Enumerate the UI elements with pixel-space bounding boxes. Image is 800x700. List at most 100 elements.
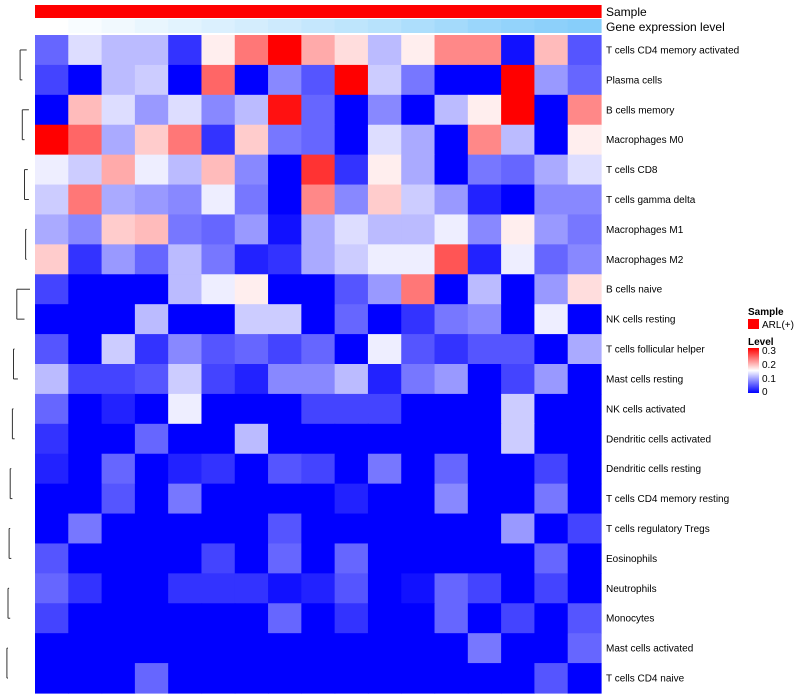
heatmap-cell — [301, 453, 336, 485]
gene-expression-annotation-cell — [401, 19, 436, 33]
heatmap-cell — [434, 573, 469, 604]
heatmap-cell — [501, 663, 536, 694]
heatmap-cell — [35, 35, 69, 66]
heatmap-cell — [234, 364, 269, 395]
heatmap-cell — [35, 543, 69, 574]
heatmap-cell — [134, 184, 169, 216]
gene-expression-annotation-cell — [534, 19, 569, 33]
heatmap-cell — [334, 124, 369, 156]
heatmap-cell — [434, 304, 469, 335]
heatmap-cell — [168, 513, 203, 545]
heatmap-cell — [234, 603, 269, 634]
heatmap-cell — [301, 35, 336, 66]
sample-annotation-label: Sample — [606, 5, 647, 19]
sample-annotation-cell — [334, 5, 369, 18]
heatmap-cell — [68, 423, 103, 455]
sample-annotation-cell — [567, 5, 602, 18]
heatmap-cell — [534, 274, 569, 305]
heatmap-cell — [401, 483, 436, 515]
heatmap-cell — [401, 124, 436, 156]
heatmap-cell — [101, 573, 136, 604]
heatmap-cell — [367, 214, 402, 245]
row-label: Macrophages M0 — [606, 135, 684, 146]
heatmap-cell — [567, 543, 602, 574]
row-label: T cells regulatory Tregs — [606, 524, 710, 535]
heatmap-cell — [467, 334, 502, 365]
legend-sample-swatch — [748, 319, 759, 329]
heatmap-cell — [501, 214, 536, 245]
heatmap-cell — [268, 573, 302, 604]
heatmap-cell — [567, 663, 602, 694]
sample-annotation-cell — [301, 5, 336, 18]
heatmap-cell — [401, 423, 436, 455]
heatmap-cell — [201, 453, 236, 485]
heatmap-cell — [268, 603, 302, 634]
heatmap-cell — [101, 94, 136, 126]
heatmap-cell — [201, 603, 236, 634]
heatmap-cell — [168, 334, 203, 365]
heatmap-cell — [501, 423, 536, 455]
heatmap-cell — [501, 393, 536, 425]
heatmap-cell — [268, 393, 302, 425]
heatmap-cell — [268, 304, 302, 335]
heatmap-cell — [534, 94, 569, 126]
gene-expression-annotation-cell — [501, 19, 536, 33]
heatmap-cell — [201, 543, 236, 574]
heatmap-cell — [101, 154, 136, 186]
heatmap-cell — [534, 124, 569, 156]
heatmap-cell — [467, 274, 502, 305]
gene-expression-annotation-cell — [367, 19, 402, 33]
heatmap-cell — [168, 633, 203, 664]
heatmap-cell — [567, 423, 602, 455]
heatmap-cell — [35, 603, 69, 634]
heatmap-cell — [268, 364, 302, 395]
heatmap-cell — [101, 184, 136, 216]
heatmap-cell — [134, 274, 169, 305]
heatmap-cell — [401, 513, 436, 545]
heatmap-cell — [434, 453, 469, 485]
row-label: Dendritic cells activated — [606, 434, 711, 445]
sample-annotation-cell — [501, 5, 536, 18]
legend-level-tick: 0 — [762, 387, 768, 398]
heatmap-cell — [334, 364, 369, 395]
heatmap-cell — [101, 334, 136, 365]
heatmap-cell — [501, 513, 536, 545]
heatmap-cell — [234, 633, 269, 664]
heatmap-cell — [68, 274, 103, 305]
gene-expression-annotation-cell — [567, 19, 602, 33]
gene-expression-annotation-cell — [168, 19, 203, 33]
heatmap-cell — [234, 64, 269, 96]
heatmap-cell — [434, 154, 469, 186]
heatmap-cell — [35, 184, 69, 216]
heatmap-cell — [35, 633, 69, 664]
heatmap-cell — [234, 184, 269, 216]
heatmap-cell — [401, 543, 436, 574]
legend-level-title: Level — [748, 337, 774, 348]
heatmap-cell — [268, 543, 302, 574]
heatmap-cell — [567, 513, 602, 545]
heatmap-cell — [467, 573, 502, 604]
heatmap-cell — [367, 94, 402, 126]
heatmap-cell — [434, 334, 469, 365]
heatmap-cell — [301, 364, 336, 395]
heatmap-cell — [367, 274, 402, 305]
row-label: Mast cells resting — [606, 374, 683, 385]
heatmap-cell — [101, 393, 136, 425]
heatmap-cell — [567, 184, 602, 216]
heatmap-cell — [401, 94, 436, 126]
heatmap-cell — [401, 304, 436, 335]
heatmap-cell — [334, 274, 369, 305]
gene-expression-annotation-cell — [134, 19, 169, 33]
heatmap-cell — [134, 94, 169, 126]
heatmap-cell — [301, 603, 336, 634]
legend-sample-item: ARL(+) — [762, 320, 794, 331]
heatmap-cell — [201, 573, 236, 604]
row-label: Macrophages M1 — [606, 225, 684, 236]
sample-annotation-cell — [401, 5, 436, 18]
heatmap-cell — [467, 124, 502, 156]
heatmap-cell — [301, 334, 336, 365]
heatmap-cell — [201, 633, 236, 664]
heatmap-cell — [334, 513, 369, 545]
heatmap-cell — [168, 304, 203, 335]
heatmap-cell — [367, 364, 402, 395]
